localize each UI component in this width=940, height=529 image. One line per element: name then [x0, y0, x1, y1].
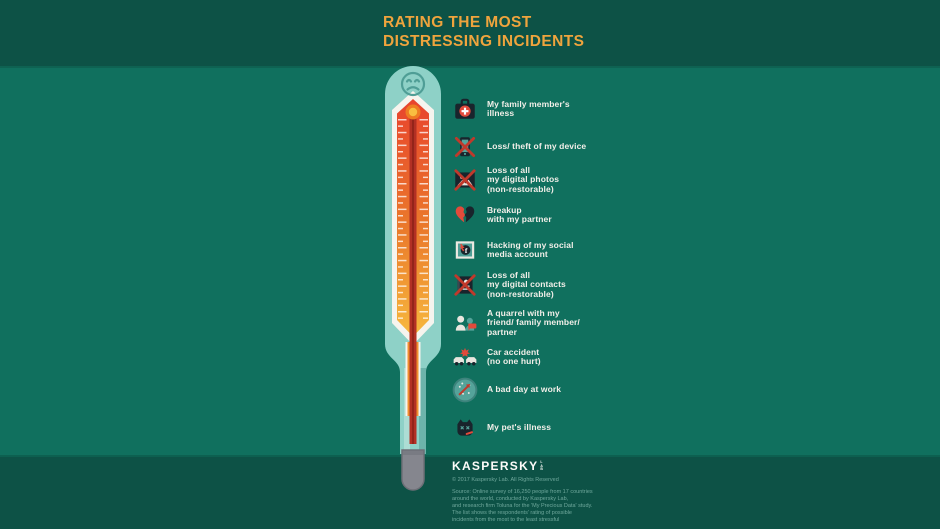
stem-orange-right: [416, 342, 419, 416]
header-band: [0, 0, 940, 66]
bulb-top-shadow: [402, 450, 424, 455]
incident-label: A bad day at work: [487, 384, 562, 395]
kaspersky-logo: KASPERSKY LAB: [452, 460, 544, 472]
incident-item: Car accident (no one hurt): [452, 342, 627, 372]
quarrel-icon: [452, 310, 478, 336]
scale-tick-marks: [398, 119, 428, 319]
svg-text:f: f: [465, 246, 468, 255]
incident-item: Loss/ theft of my device: [452, 132, 627, 162]
incident-label: My pet's illness: [487, 422, 552, 433]
incident-item: Breakup with my partner: [452, 200, 627, 230]
car-accident-icon: [452, 344, 478, 370]
sad-face-icon: [400, 71, 426, 97]
incident-label: A quarrel with my friend/ family member/…: [487, 307, 580, 337]
mercury-top-ball-glow: [408, 107, 418, 117]
thermometer-illustration: [385, 66, 441, 491]
stem-orange-left: [407, 342, 410, 416]
incident-item: A quarrel with my friend/ family member/…: [452, 308, 627, 338]
incident-item: f Hacking of my social media account: [452, 235, 627, 265]
crossed-device-icon: [452, 134, 478, 160]
kaspersky-logo-text: KASPERSKY: [452, 459, 539, 473]
incident-label: Loss/ theft of my device: [487, 141, 587, 152]
incident-label: Loss of all my digital contacts (non-res…: [487, 269, 566, 299]
incident-item: My family member's illness: [452, 94, 627, 124]
kaspersky-lab-mark: LAB: [540, 460, 543, 471]
copyright-text: © 2017 Kaspersky Lab. All Rights Reserve…: [452, 477, 559, 483]
hacked-account-icon: f: [452, 237, 478, 263]
first-aid-kit-icon: [452, 96, 478, 122]
stem-shade: [419, 368, 426, 454]
incident-label: Breakup with my partner: [487, 204, 552, 224]
bad-day-icon: [452, 377, 478, 403]
source-note: Source: Online survey of 16,250 people f…: [452, 489, 593, 523]
incident-item: Loss of all my digital photos (non-resto…: [452, 165, 627, 195]
incident-label: Car accident (no one hurt): [487, 346, 541, 366]
page-title: RATING THE MOST DISTRESSING INCIDENTS: [383, 14, 585, 50]
incident-item: Loss of all my digital contacts (non-res…: [452, 270, 627, 300]
pet-illness-icon: [452, 415, 478, 441]
crossed-photos-icon: [452, 167, 478, 193]
stem-white-right: [418, 342, 421, 416]
stem-white-left: [405, 342, 408, 416]
thermometer-bulb-base: [401, 449, 425, 491]
incident-label: Loss of all my digital photos (non-resto…: [487, 164, 560, 194]
footer-band: [0, 457, 940, 529]
incident-label: My family member's illness: [487, 98, 570, 118]
broken-heart-icon: [452, 202, 478, 228]
incident-label: Hacking of my social media account: [487, 239, 574, 259]
mercury-core-line: [412, 112, 414, 444]
incident-item: A bad day at work: [452, 375, 627, 405]
incident-item: My pet's illness: [452, 413, 627, 443]
crossed-contacts-icon: [452, 272, 478, 298]
